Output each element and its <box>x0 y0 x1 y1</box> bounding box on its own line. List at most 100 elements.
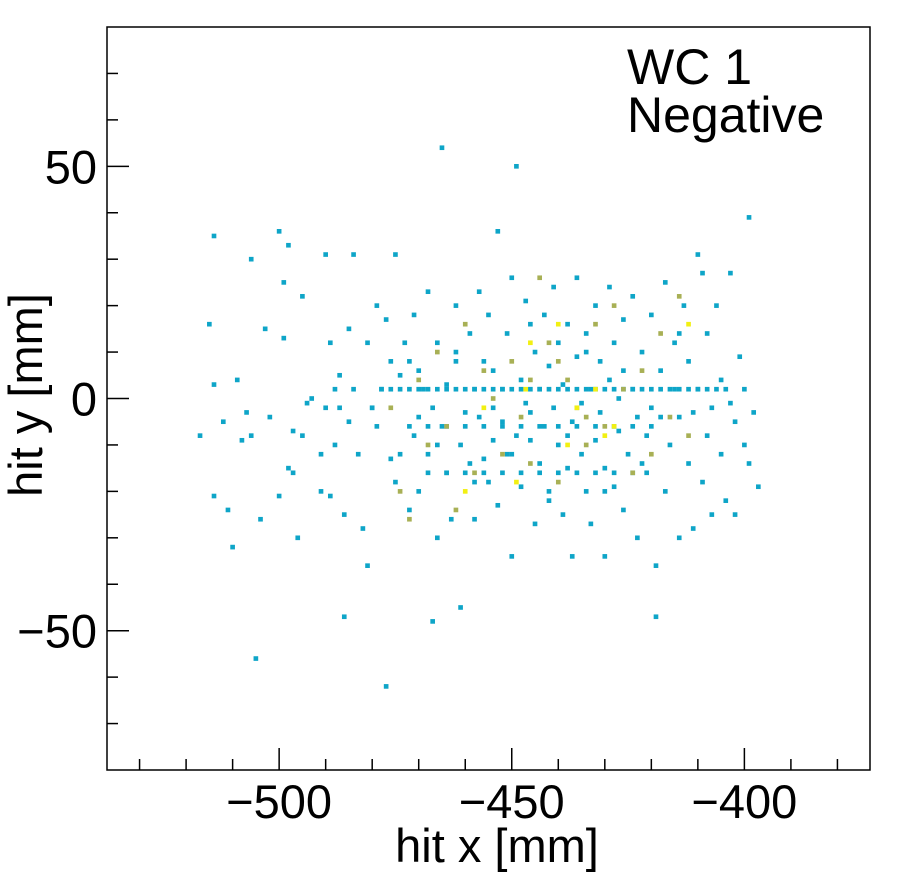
heatmap-cell <box>667 386 673 392</box>
heatmap-cell <box>220 419 226 425</box>
heatmap-cell <box>565 433 570 438</box>
heatmap-cell <box>746 461 752 466</box>
heatmap-cell <box>732 512 738 517</box>
heatmap-cell <box>504 331 510 336</box>
heatmap-cell <box>262 326 268 332</box>
heatmap-cell <box>635 414 640 420</box>
heatmap-cell <box>234 377 240 383</box>
heatmap-cell <box>644 433 650 438</box>
heatmap-cell <box>542 312 547 318</box>
heatmap-cell <box>458 605 463 610</box>
heatmap-cell <box>728 270 733 276</box>
heatmap-cell <box>397 372 403 378</box>
heatmap-cell <box>528 461 533 466</box>
heatmap-cell <box>425 470 431 476</box>
heatmap-cell <box>318 451 324 457</box>
heatmap-cell <box>574 405 580 411</box>
heatmap-cell <box>481 456 487 462</box>
heatmap-cell <box>597 410 603 415</box>
heatmap-cell <box>453 386 459 392</box>
heatmap-cell <box>714 386 719 392</box>
heatmap-cell <box>532 521 538 527</box>
heatmap-cell <box>407 386 412 392</box>
heatmap-cell <box>500 424 505 429</box>
heatmap-cell <box>435 535 440 541</box>
heatmap-cell <box>374 303 380 308</box>
x-axis-title: hit x [mm] <box>395 819 599 872</box>
heatmap-cell <box>500 386 505 392</box>
heatmap-cell <box>639 368 645 373</box>
heatmap-cell <box>435 349 440 355</box>
heatmap-cell <box>565 377 570 383</box>
heatmap-cell <box>555 340 561 346</box>
heatmap-cell <box>597 359 603 364</box>
heatmap-cell <box>281 280 287 285</box>
heatmap-cell <box>602 433 608 438</box>
heatmap-cell <box>332 386 338 392</box>
heatmap-cell <box>658 386 663 392</box>
heatmap-cell <box>514 479 519 485</box>
heatmap-cell <box>565 442 570 448</box>
heatmap-cell <box>407 359 412 364</box>
heatmap-cell <box>458 442 463 448</box>
heatmap-cell <box>560 512 566 517</box>
heatmap-cell <box>704 433 710 438</box>
heatmap-cell <box>500 451 505 457</box>
heatmap-cell <box>444 470 449 476</box>
heatmap-cell <box>514 433 519 438</box>
heatmap-cell <box>509 451 515 457</box>
heatmap-cell <box>667 442 673 448</box>
heatmap-cell <box>690 526 696 531</box>
heatmap-cell <box>397 386 403 392</box>
heatmap-cell <box>532 349 538 355</box>
heatmap-cell <box>323 252 328 257</box>
heatmap-cell <box>267 414 273 420</box>
heatmap-cell <box>579 451 584 457</box>
heatmap-cell <box>537 470 542 476</box>
heatmap-cell <box>286 242 291 248</box>
heatmap-cell <box>393 252 398 257</box>
annotation-detector: WC 1 <box>627 39 752 95</box>
heatmap-cell <box>486 479 491 485</box>
heatmap-cell <box>528 340 533 346</box>
heatmap-cell <box>569 554 575 559</box>
heatmap-cell <box>644 470 650 476</box>
heatmap-cell <box>518 414 524 420</box>
heatmap-cell <box>346 419 352 425</box>
heatmap-cell <box>318 489 324 494</box>
heatmap-cell <box>439 145 445 151</box>
heatmap-cell <box>686 359 691 364</box>
heatmap-cell <box>611 386 617 392</box>
heatmap-cell <box>504 451 510 457</box>
heatmap-cell <box>435 442 440 448</box>
heatmap-cell <box>337 372 342 378</box>
heatmap-cell <box>286 465 291 471</box>
heatmap-cell <box>639 386 645 392</box>
y-tick-label: 50 <box>45 140 97 193</box>
heatmap-cell <box>583 331 589 336</box>
heatmap-cell <box>416 377 422 383</box>
heatmap-cell <box>555 442 561 448</box>
heatmap-cell <box>300 433 305 438</box>
heatmap-cell <box>583 489 589 494</box>
heatmap-cell <box>574 354 580 360</box>
heatmap-cell <box>555 424 561 429</box>
heatmap-cell <box>444 424 449 429</box>
heatmap-cell <box>537 461 542 466</box>
heatmap-cell <box>341 512 347 517</box>
heatmap-cell <box>658 368 663 373</box>
heatmap-cell <box>462 386 468 392</box>
heatmap-cell <box>425 451 431 457</box>
heatmap-cell <box>244 410 249 415</box>
heatmap-cell <box>397 489 403 494</box>
heatmap-cell <box>602 489 608 494</box>
heatmap-cell <box>662 280 668 285</box>
heatmap-cell <box>407 516 412 522</box>
heatmap-cell <box>411 312 417 318</box>
heatmap-cell <box>574 275 580 281</box>
heatmap-cell <box>555 470 561 476</box>
heatmap-cell <box>300 294 305 299</box>
heatmap-cell <box>621 368 626 373</box>
heatmap-cell <box>430 405 435 411</box>
heatmap-cell <box>239 437 245 443</box>
